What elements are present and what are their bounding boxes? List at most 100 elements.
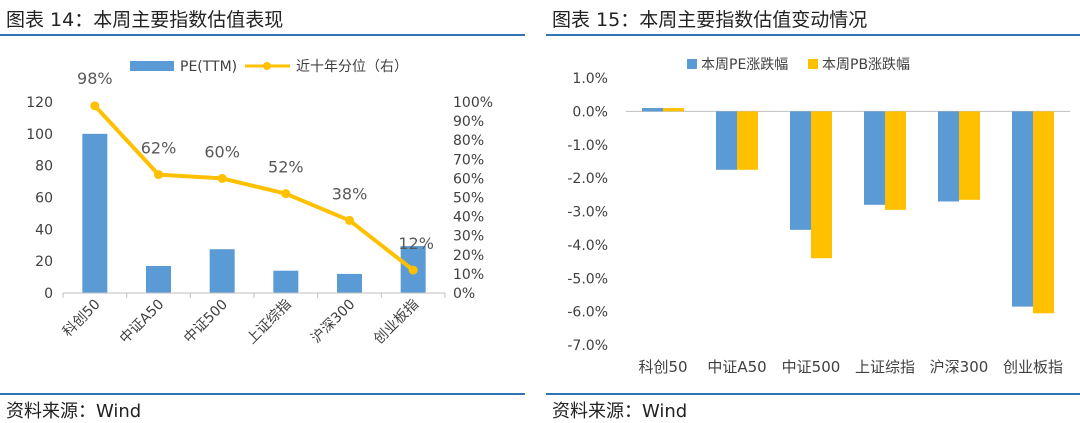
y-tick-label: 40 <box>35 222 53 238</box>
left-chart-panel: 图表 14：本周主要指数估值表现 PE(TTM) 近十年分位（右） 0 20 40 60 8… <box>0 0 525 423</box>
legend-marker-percentile <box>263 62 271 70</box>
x-category-label: 科创50 <box>638 358 687 376</box>
y2-tick-label: 0% <box>453 286 475 302</box>
left-chart-title: 图表 14：本周主要指数估值表现 <box>6 9 284 31</box>
y-tick-label: 1.0% <box>572 71 608 87</box>
legend-label-pe-ttm: PE(TTM) <box>180 59 237 75</box>
y-tick-label: 100 <box>26 127 53 143</box>
x-category-labels: 科创50 中证A50 中证500 上证综指 沪深300 创业板指 <box>60 297 422 348</box>
bar-pb-change <box>885 111 906 210</box>
y2-tick-label: 20% <box>453 248 484 264</box>
y-tick-label: 60 <box>35 191 53 207</box>
x-category-label: 沪深300 <box>930 358 989 376</box>
x-category-label: 创业板指 <box>371 297 422 348</box>
left-bottom-rule <box>0 393 525 395</box>
bar-pe-ttm <box>273 270 299 293</box>
y-tick-label: 0.0% <box>572 104 608 120</box>
bar-pe-change <box>1012 111 1033 307</box>
right-chart-svg: 本周PE涨跌幅 本周PB涨跌幅-7.0%-6.0%-5.0%-4.0%-3.0%-… <box>567 57 1070 376</box>
y-tick-label: -7.0% <box>567 338 608 354</box>
left-chart-svg: PE(TTM) 近十年分位（右） 0 20 40 60 80 100 120 0% 10% 20% 30… <box>26 59 493 348</box>
percentile-data-labels: 98% 62% 60% 52% 38% 12% <box>77 69 434 253</box>
percentile-data-label: 60% <box>204 142 240 161</box>
bar-pb-change <box>737 111 758 170</box>
right-y-axis-ticks: -7.0% -6.0% -5.0% -4.0% -3.0% -2.0% -1.0% 0.0% 1… <box>567 71 608 354</box>
bar-pe-ttm <box>337 273 362 293</box>
y-tick-label: -3.0% <box>567 205 608 221</box>
bar-pe-change <box>716 111 737 170</box>
left-legend: PE(TTM) 近十年分位（右） <box>130 59 408 75</box>
y-tick-label: -5.0% <box>567 271 608 287</box>
left-top-rule <box>0 34 525 36</box>
x-category-label: 中证A50 <box>117 297 167 347</box>
bar-pe-ttm <box>209 249 235 293</box>
y-tick-label: -6.0% <box>567 305 608 321</box>
y2-tick-label: 60% <box>453 171 484 187</box>
x-category-label: 创业板指 <box>1003 358 1063 376</box>
bar-pb-change <box>811 111 832 259</box>
legend-label-pe-change: 本周PE涨跌幅 <box>701 57 788 73</box>
right-y-axis: 0% 10% 20% 30% 40% 50% 60% 70% 80% 90% 100% <box>453 95 493 302</box>
bar-pb-change <box>663 108 684 112</box>
y2-tick-label: 70% <box>453 152 484 168</box>
y-tick-label: 20 <box>35 254 53 270</box>
y2-tick-label: 100% <box>453 95 493 111</box>
percentile-point <box>408 265 418 275</box>
right-top-rule <box>546 34 1080 36</box>
percentile-points <box>90 101 418 275</box>
y-tick-label: -2.0% <box>567 171 608 187</box>
percentile-data-label: 62% <box>141 139 177 158</box>
legend-swatch-pe-change <box>687 59 697 69</box>
bar-pe-ttm <box>146 265 171 293</box>
y2-tick-label: 50% <box>453 191 484 207</box>
percentile-line <box>93 104 415 272</box>
bar-pe-ttm <box>82 133 108 293</box>
y2-tick-label: 10% <box>453 267 484 283</box>
x-category-label: 中证A50 <box>707 358 766 376</box>
y-tick-label: -1.0% <box>567 138 608 154</box>
bar-pb-change <box>959 111 980 200</box>
pe-change-bars <box>642 108 1033 307</box>
legend-swatch-pe-ttm <box>130 61 174 71</box>
bar-pe-change <box>938 111 959 202</box>
y-tick-label: 0 <box>44 286 53 302</box>
percentile-point <box>154 170 163 180</box>
percentile-data-label: 12% <box>398 234 434 253</box>
legend-swatch-pb-change <box>808 59 818 69</box>
y2-tick-label: 80% <box>453 133 484 149</box>
pb-change-bars <box>663 108 1054 314</box>
y-tick-label: 80 <box>35 159 53 175</box>
x-category-label: 中证500 <box>181 297 231 347</box>
right-chart-panel: 图表 15：本周主要指数估值变动情况 本周PE涨跌幅 本周PB涨跌幅 -7.0% -6… <box>546 0 1080 423</box>
left-y-axis: 0 20 40 60 80 100 120 <box>26 95 53 302</box>
y2-tick-label: 30% <box>453 229 484 245</box>
x-category-label: 上证综指 <box>244 297 295 348</box>
percentile-point <box>90 101 100 111</box>
right-legend: 本周PE涨跌幅 本周PB涨跌幅 <box>687 57 910 73</box>
bar-pe-change <box>790 111 811 230</box>
percentile-point <box>281 189 291 199</box>
legend-label-pb-change: 本周PB涨跌幅 <box>822 57 910 73</box>
x-category-label: 中证500 <box>782 358 841 376</box>
left-source-note: 资料来源：Wind <box>6 401 142 422</box>
percentile-point <box>217 173 227 183</box>
y2-tick-label: 40% <box>453 210 484 226</box>
y2-tick-label: 90% <box>453 114 484 130</box>
right-bottom-rule <box>546 393 1080 395</box>
right-source-note: 资料来源：Wind <box>552 401 688 422</box>
percentile-data-label: 98% <box>77 69 113 88</box>
x-category-label: 沪深300 <box>308 297 358 347</box>
bar-pe-change <box>642 108 663 112</box>
bar-pe-change <box>864 111 885 205</box>
pe-bars <box>82 133 426 293</box>
x-category-label: 科创50 <box>60 297 104 341</box>
x-category-label: 上证综指 <box>855 358 915 376</box>
right-chart-title: 图表 15：本周主要指数估值变动情况 <box>552 9 868 31</box>
bar-pb-change <box>1033 111 1054 314</box>
percentile-data-label: 38% <box>332 184 368 203</box>
legend-label-percentile: 近十年分位（右） <box>296 59 408 75</box>
x-category-labels: 科创50 中证A50 中证500 上证综指 沪深300 创业板指 <box>638 358 1063 376</box>
percentile-data-label: 52% <box>268 158 304 177</box>
y-tick-label: 120 <box>26 95 53 111</box>
percentile-point <box>345 215 354 225</box>
